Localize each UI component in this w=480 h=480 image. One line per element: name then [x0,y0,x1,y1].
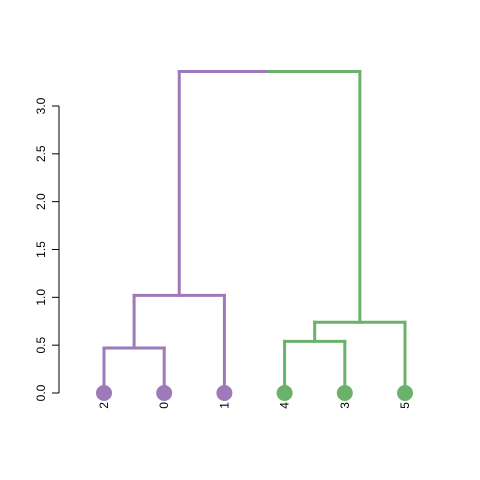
y-tick-label: 3.0 [34,97,48,114]
leaf-label: 2 [97,402,111,409]
leaf-point [156,385,173,401]
leaves: 2 0 1 4 3 5 [96,385,413,409]
leaf-point [336,385,353,401]
y-axis: 0.0 0.5 1.0 1.5 2.0 2.5 3.0 [34,97,60,401]
leaf-point [397,385,413,401]
branches [102,70,407,395]
leaf-point [96,385,112,401]
y-tick-label: 1.0 [34,289,48,306]
leaf-point [276,385,293,401]
leaf-label: 4 [278,402,292,409]
leaf-point [216,385,233,401]
y-tick-label: 0.5 [34,337,48,354]
leaf-label: 0 [157,402,171,409]
y-tick-label: 0.0 [34,384,48,401]
y-tick-label: 2.0 [34,193,48,210]
leaf-label: 3 [338,402,352,409]
y-tick-label: 1.5 [34,241,48,258]
leaf-label: 1 [217,402,231,409]
leaf-label: 5 [398,402,412,409]
y-tick-label: 2.5 [34,145,48,162]
